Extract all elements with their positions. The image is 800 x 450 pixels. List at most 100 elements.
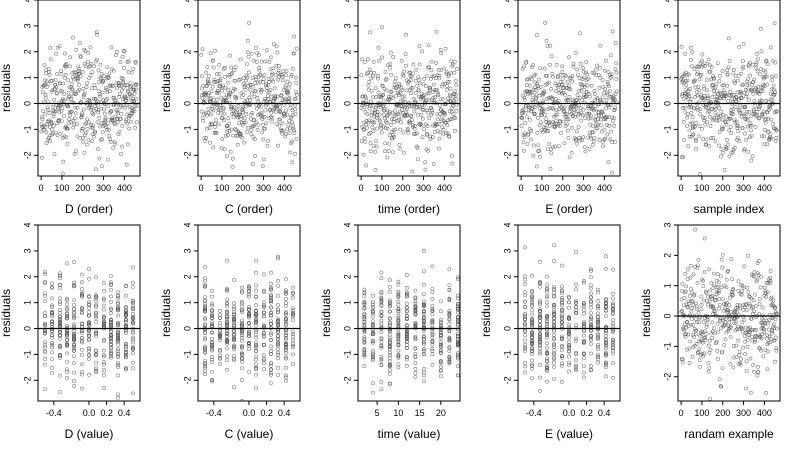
data-point	[284, 303, 288, 308]
data-point	[389, 117, 394, 122]
data-point	[427, 97, 432, 102]
data-point	[763, 74, 768, 79]
data-point	[604, 333, 608, 338]
data-point	[206, 93, 211, 97]
data-point	[379, 310, 384, 314]
data-point	[706, 361, 711, 366]
data-point	[434, 61, 438, 65]
data-point	[717, 303, 722, 307]
data-point	[748, 114, 753, 119]
data-point	[232, 332, 236, 337]
data-point	[413, 90, 418, 95]
data-point	[134, 96, 138, 101]
data-point	[50, 319, 54, 324]
data-point	[696, 84, 701, 89]
data-point	[386, 94, 391, 99]
data-point	[523, 299, 527, 304]
data-point	[447, 349, 452, 354]
data-point	[387, 368, 392, 373]
data-point	[247, 332, 251, 336]
data-point	[731, 107, 736, 112]
data-point	[249, 128, 254, 132]
data-point	[396, 354, 401, 359]
data-point	[543, 20, 547, 25]
data-point	[567, 316, 571, 321]
data-point	[122, 66, 127, 70]
data-point	[94, 299, 98, 304]
data-point	[50, 127, 54, 132]
data-point	[370, 103, 375, 108]
data-point	[366, 87, 371, 92]
data-point	[716, 329, 721, 334]
data-point	[131, 344, 135, 349]
data-point	[436, 117, 440, 122]
data-point	[382, 116, 387, 121]
data-point	[537, 123, 542, 128]
data-point	[232, 105, 237, 110]
data-point	[430, 312, 435, 317]
data-point	[286, 86, 291, 90]
data-point	[410, 123, 415, 128]
data-point	[404, 294, 409, 299]
data-point	[763, 120, 768, 125]
data-point	[746, 77, 750, 81]
data-point	[72, 379, 76, 383]
data-point	[531, 153, 536, 158]
data-point	[564, 112, 569, 117]
data-point	[98, 62, 103, 67]
data-point	[587, 104, 592, 108]
data-point	[528, 117, 532, 122]
data-point	[611, 296, 615, 301]
data-point	[530, 362, 534, 367]
data-point	[530, 302, 534, 307]
y-tick-label: 4	[502, 0, 512, 3]
data-point	[109, 345, 113, 350]
data-point	[596, 337, 600, 342]
data-point	[704, 142, 709, 146]
data-point	[124, 353, 128, 358]
data-point	[724, 330, 729, 335]
data-point	[447, 135, 452, 139]
data-point	[250, 110, 255, 115]
data-point	[269, 367, 273, 372]
data-point	[269, 321, 273, 326]
data-point	[210, 301, 214, 306]
data-point	[278, 110, 283, 115]
data-point	[739, 71, 743, 76]
data-point	[421, 337, 426, 341]
data-point	[603, 58, 608, 63]
data-point	[772, 93, 777, 97]
x-tick-label: 300	[576, 183, 591, 193]
data-point	[611, 322, 615, 326]
data-point	[429, 59, 434, 64]
data-point	[732, 67, 736, 72]
data-point	[729, 93, 734, 97]
data-point	[131, 366, 135, 371]
data-point	[577, 135, 582, 140]
data-point	[759, 98, 764, 103]
data-point	[133, 125, 137, 130]
data-point	[107, 128, 111, 132]
data-point	[450, 161, 455, 166]
data-point	[438, 350, 443, 355]
data-point	[567, 369, 571, 374]
data-point	[217, 62, 222, 67]
data-point	[530, 321, 534, 326]
data-point	[74, 92, 78, 96]
data-point	[42, 63, 47, 68]
data-point	[589, 267, 593, 272]
data-point	[72, 344, 76, 349]
data-point	[253, 89, 258, 94]
data-point	[253, 45, 258, 50]
data-point	[222, 147, 227, 152]
data-point	[381, 99, 386, 104]
data-point	[594, 126, 599, 131]
data-point	[578, 137, 583, 142]
data-point	[582, 339, 586, 344]
data-point	[41, 83, 46, 88]
data-point	[216, 91, 221, 95]
x-tick-label: 300	[256, 183, 271, 193]
data-point	[417, 81, 422, 86]
data-point	[444, 70, 449, 75]
